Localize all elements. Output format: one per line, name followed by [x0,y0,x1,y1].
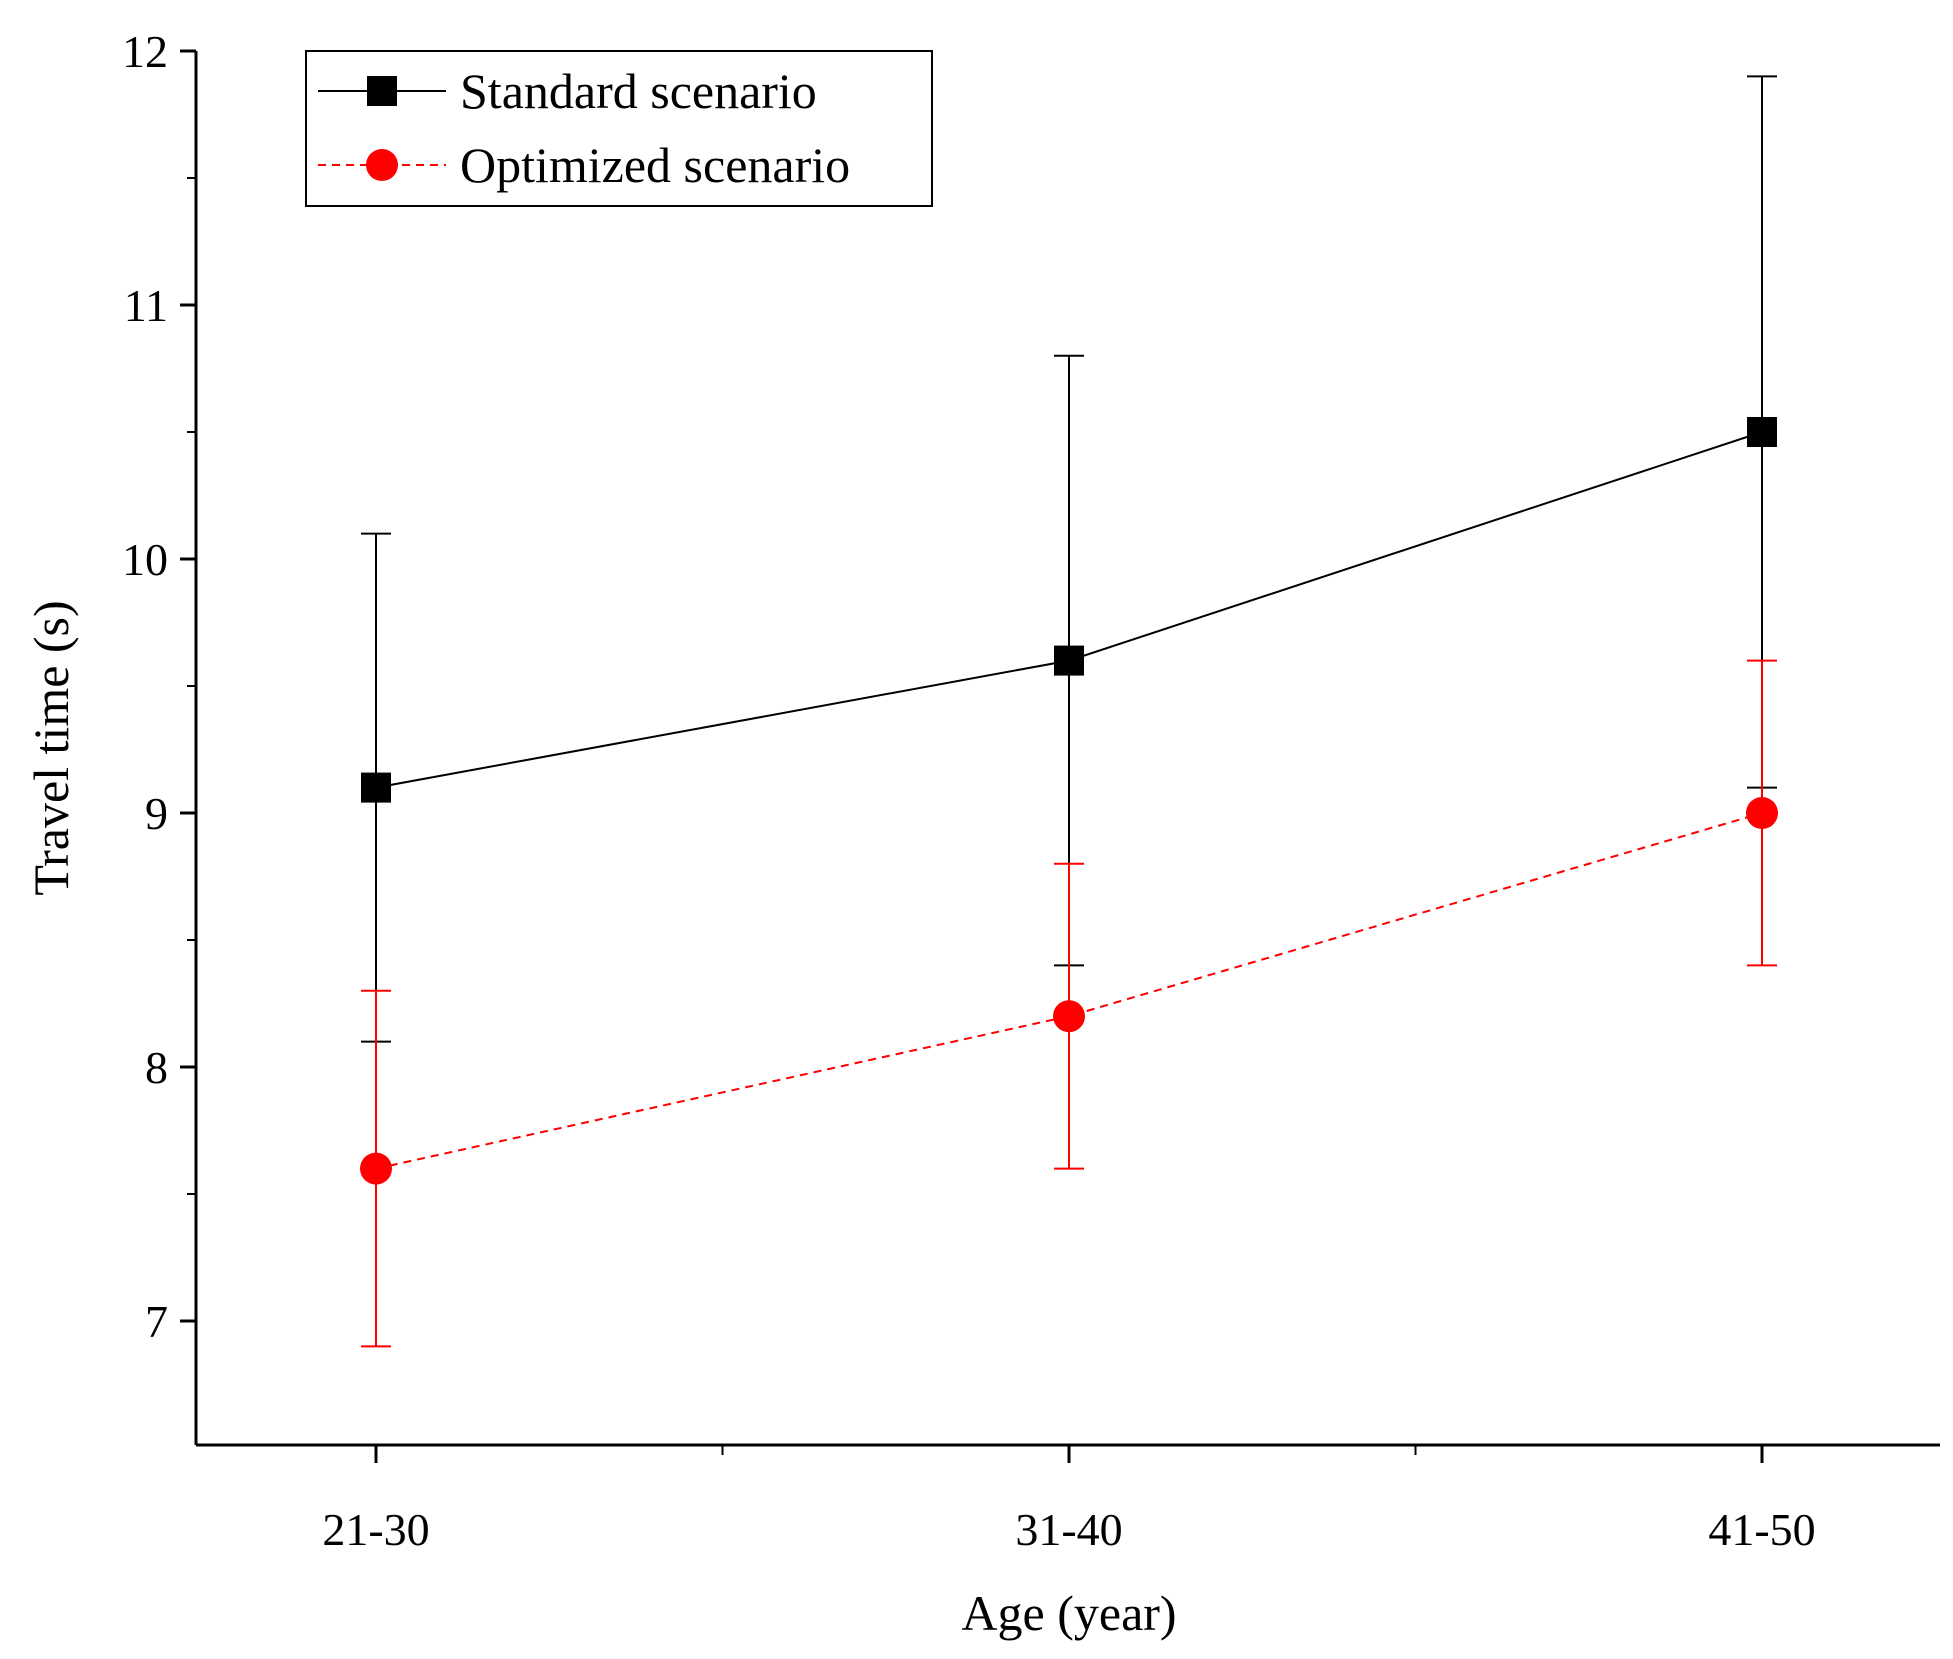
series-optimized [360,659,1778,1348]
legend-marker-optimized [366,149,398,181]
data-point-standard [361,772,391,803]
legend-label-standard: Standard scenario [460,63,817,119]
x-tick-label-41-50: 41-50 [1708,1504,1815,1555]
x-tick-label-31-40: 31-40 [1015,1504,1122,1555]
data-point-standard [1747,417,1777,447]
legend-entry-standard: Standard scenario [318,63,817,119]
series-line-optimized [375,812,1763,1170]
y-tick-label-9: 9 [145,788,168,839]
legend-box [305,50,933,207]
y-tick-label-8: 8 [145,1042,168,1093]
series-standard [361,75,1777,1043]
data-point-optimized [360,1152,392,1185]
plot-area [360,75,1778,1348]
legend-marker-standard [367,76,397,106]
ticks: 7 8 9 10 11 12 21-30 31-40 41-50 [122,26,1816,1555]
x-axis-title: Age (year) [961,1585,1176,1641]
data-point-standard [1054,645,1084,676]
legend-label-optimized: Optimized scenario [460,137,850,193]
y-tick-label-7: 7 [145,1296,168,1347]
legend-entry-optimized: Optimized scenario [318,137,850,193]
y-tick-label-10: 10 [122,534,168,585]
y-axis-title: Travel time (s) [23,600,79,895]
x-tick-label-21-30: 21-30 [322,1504,429,1555]
data-point-optimized [1746,797,1778,829]
y-tick-label-12: 12 [122,26,168,77]
legend: Standard scenario Optimized scenario [305,50,933,207]
y-tick-label-11: 11 [124,280,168,331]
data-point-optimized [1053,1000,1085,1033]
